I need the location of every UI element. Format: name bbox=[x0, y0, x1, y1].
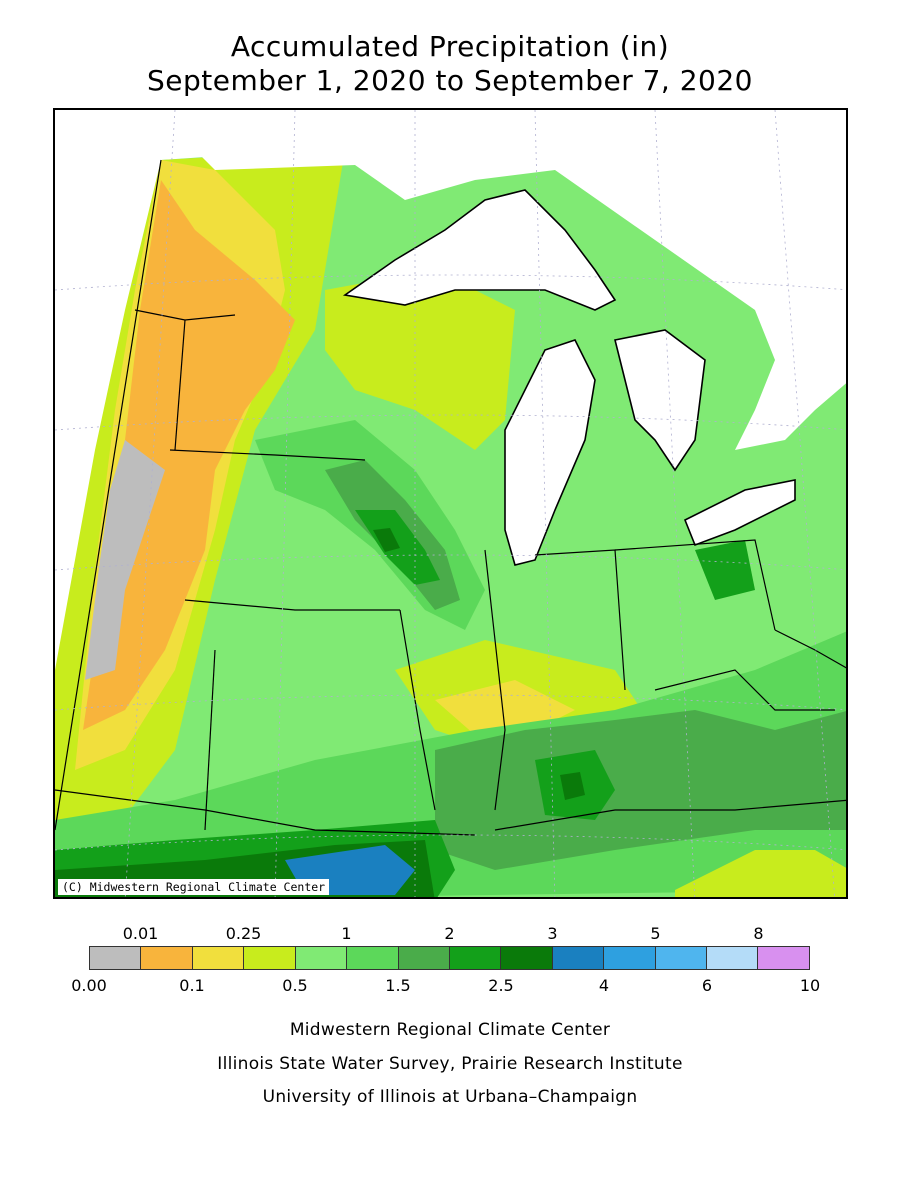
lake-superior bbox=[342, 189, 617, 311]
map-date-range: September 1, 2020 to September 7, 2020 bbox=[147, 64, 753, 97]
legend-swatch bbox=[90, 947, 142, 969]
zone-iowa-peak bbox=[373, 528, 400, 552]
footer-institute: Illinois State Water Survey, Prairie Res… bbox=[217, 1054, 683, 1074]
legend-tick-label: 0.1 bbox=[179, 976, 205, 995]
lake-michigan bbox=[504, 339, 596, 566]
graticule bbox=[55, 110, 846, 897]
zone-north-light bbox=[325, 270, 515, 450]
state-boundaries bbox=[55, 159, 846, 836]
legend-tick-label: 10 bbox=[799, 976, 821, 995]
legend-swatch bbox=[295, 947, 348, 969]
legend-swatch bbox=[141, 947, 193, 969]
legend-swatch bbox=[655, 947, 708, 969]
zone-west-orange bbox=[83, 180, 295, 730]
zone-west-gray bbox=[85, 440, 165, 680]
zone-ohio-core bbox=[695, 540, 755, 600]
legend-swatch bbox=[347, 947, 399, 969]
legend-swatch bbox=[604, 947, 656, 969]
legend-swatch bbox=[552, 947, 605, 969]
legend-tick-label: 2 bbox=[444, 924, 455, 943]
map-credit: (C) Midwestern Regional Climate Center bbox=[58, 879, 330, 895]
legend-tick-label: 8 bbox=[753, 924, 764, 943]
map-graphic bbox=[55, 110, 846, 897]
legend-swatch bbox=[244, 947, 296, 969]
color-legend bbox=[89, 946, 810, 970]
legend-tick-label: 1 bbox=[341, 924, 352, 943]
legend-tick-label: 1.5 bbox=[385, 976, 411, 995]
footer-university: University of Illinois at Urbana–Champai… bbox=[262, 1087, 638, 1107]
legend-swatch bbox=[501, 947, 553, 969]
legend-tick-label: 6 bbox=[701, 976, 713, 995]
legend-tick-label: 4 bbox=[598, 976, 610, 995]
legend-swatch bbox=[758, 947, 809, 969]
legend-swatch bbox=[192, 947, 245, 969]
legend-tick-label: 0.25 bbox=[225, 924, 262, 943]
lake-huron bbox=[614, 329, 706, 472]
precipitation-map: (C) Midwestern Regional Climate Center bbox=[53, 108, 848, 899]
legend-swatch bbox=[398, 947, 450, 969]
canada-area bbox=[155, 110, 846, 450]
zone-southeast-light bbox=[675, 850, 846, 897]
legend-swatch bbox=[707, 947, 759, 969]
legend-tick-label: 3 bbox=[547, 924, 558, 943]
legend-tick-label: 2.5 bbox=[488, 976, 514, 995]
legend-tick-label: 0.00 bbox=[71, 976, 107, 995]
legend-tick-label: 5 bbox=[650, 924, 661, 943]
lake-erie bbox=[683, 479, 796, 547]
legend-swatch bbox=[449, 947, 502, 969]
map-title: Accumulated Precipitation (in) bbox=[230, 30, 670, 63]
legend-tick-label: 0.5 bbox=[282, 976, 308, 995]
zone-south-dark bbox=[435, 710, 846, 870]
legend-tick-label: 0.01 bbox=[122, 924, 159, 943]
zone-kentucky-peak bbox=[560, 772, 585, 800]
footer-org: Midwestern Regional Climate Center bbox=[289, 1020, 611, 1040]
